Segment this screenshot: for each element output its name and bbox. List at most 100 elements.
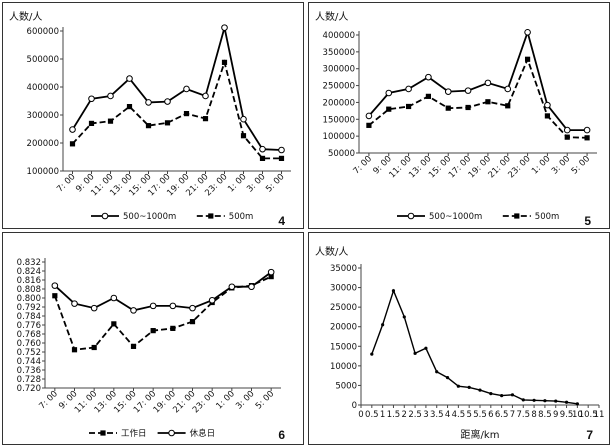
data-point: [524, 56, 531, 62]
series-0: [370, 288, 579, 406]
data-point: [88, 95, 95, 103]
chart-4-svg: 人数/人 100000 200000 300000 400000 500000 600000…: [9, 10, 291, 228]
series-0: [52, 274, 274, 353]
x-tick-label: 11: [594, 410, 605, 420]
data-point: [484, 79, 492, 87]
x-tick-label: 1: 00: [226, 172, 248, 194]
data-point: [278, 155, 285, 161]
series-line: [71, 59, 282, 160]
data-point: [510, 393, 515, 397]
x-tick-label: 23: 00: [191, 389, 217, 415]
data-point: [485, 99, 491, 105]
data-point: [532, 398, 536, 402]
data-point: [500, 394, 504, 398]
series-line: [368, 56, 588, 139]
data-point: [51, 282, 59, 289]
y-tick-label: 0.720: [17, 384, 41, 394]
data-point: [584, 135, 590, 141]
data-point: [130, 343, 137, 349]
x-tick-label: 1: 00: [530, 154, 552, 176]
data-point: [208, 296, 216, 304]
data-point: [524, 29, 531, 36]
legend-entry: 500m: [502, 212, 559, 222]
x-tick-label: 3: 00: [245, 172, 267, 194]
y-tick-label: 0.768: [17, 330, 41, 340]
panel-number: 6: [278, 428, 285, 442]
x-tick-label: 4: [445, 410, 450, 420]
data-point: [564, 134, 570, 140]
data-point: [444, 88, 452, 95]
y-tick-label: 0.760: [17, 339, 41, 349]
y-tick-label: 100000: [323, 132, 355, 142]
series-1: [69, 59, 285, 161]
series-line: [54, 271, 272, 312]
legend-label: 500~1000m: [429, 212, 482, 222]
y-tick-label: 0.784: [17, 312, 41, 322]
y-tick-label: 35000: [330, 264, 357, 274]
y-tick-label: 400000: [323, 31, 355, 41]
chart-panel-4: 人数/人 100000 200000 300000 400000 500000 600000…: [2, 2, 304, 229]
legend-swatch-marker: [101, 212, 109, 220]
data-point: [521, 398, 525, 402]
y-tick-label: 200000: [27, 139, 59, 149]
y-tick-label: 0.752: [17, 348, 41, 358]
y-tick-label: 10000: [330, 362, 357, 372]
y-tick-label: 0.776: [17, 321, 41, 331]
legend-entry: 500m: [196, 212, 253, 222]
data-point: [267, 268, 275, 276]
data-point: [505, 103, 511, 109]
data-point: [228, 283, 236, 291]
y-tick-label: 500000: [27, 55, 59, 65]
data-point: [189, 319, 196, 325]
data-point: [464, 87, 472, 94]
x-tick-label: 6: [488, 410, 493, 420]
y-tick-label: 0.792: [17, 303, 41, 313]
legend-swatch-marker: [100, 430, 106, 436]
data-point: [69, 126, 76, 133]
data-point: [489, 392, 493, 396]
data-point: [183, 111, 190, 117]
data-point: [554, 399, 558, 403]
x-tick-label: 2: [402, 410, 407, 420]
legend-label: 工作日: [121, 428, 147, 439]
y-axis-label: 人数/人: [315, 10, 348, 23]
y-axis-label: 人数/人: [9, 10, 42, 23]
data-point: [544, 113, 551, 119]
data-point: [456, 384, 460, 388]
x-tick-label: 0: [358, 410, 363, 420]
y-tick-label: 600000: [27, 27, 59, 37]
legend-swatch-marker: [208, 213, 214, 219]
data-point: [445, 376, 450, 380]
y-tick-label: 5000: [335, 381, 357, 391]
data-point: [71, 300, 78, 307]
y-tick-label: 0: [352, 401, 357, 411]
y-tick-label: 250000: [323, 82, 355, 92]
chart-6-svg: 0.8320.8240.8160.8080.8000.7920.7840.776…: [17, 258, 285, 442]
data-point: [221, 59, 228, 65]
y-tick-label: 50000: [328, 149, 355, 159]
y-tick-label: 0.824: [17, 267, 41, 277]
y-tick-label: 0.728: [17, 375, 41, 385]
data-point: [405, 103, 412, 110]
x-tick-label: 5.5: [473, 410, 487, 420]
data-point: [189, 304, 196, 312]
data-point: [386, 106, 392, 112]
x-tick-label: 5: 00: [254, 389, 276, 411]
y-tick-label: 15000: [330, 342, 357, 352]
x-tick-label: 23: 00: [506, 154, 532, 180]
x-tick-label: 6.5: [495, 410, 509, 420]
x-tick-label: 3: 00: [550, 154, 572, 176]
data-point: [107, 92, 114, 100]
x-tick-label: 9.5: [560, 410, 574, 420]
data-point: [170, 325, 176, 331]
x-tick-label: 10: [572, 410, 583, 420]
data-point: [130, 307, 137, 314]
legend-swatch-marker: [168, 429, 175, 437]
data-point: [88, 120, 95, 126]
data-point: [145, 99, 152, 106]
y-tick-label: 0.800: [17, 294, 41, 304]
panel-number: 7: [586, 428, 593, 442]
data-point: [126, 75, 133, 82]
data-point: [425, 73, 432, 81]
data-point: [202, 92, 209, 100]
